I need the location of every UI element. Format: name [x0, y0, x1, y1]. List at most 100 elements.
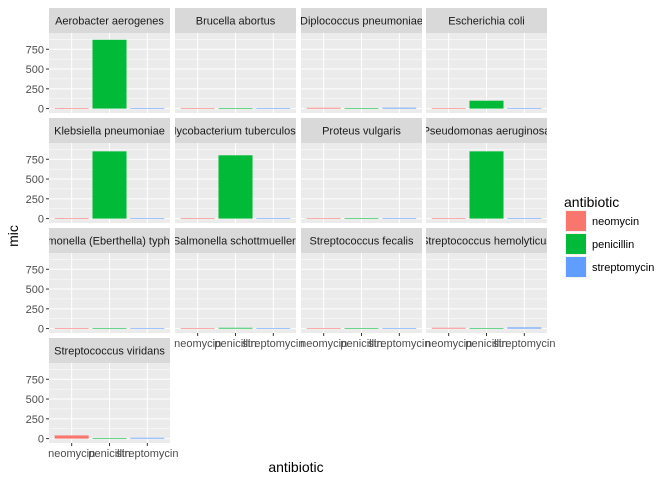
y-tick-label: 500 [26, 394, 44, 406]
panel-streptococcus-viridans: Streptococcus viridans 0 250 500 750 neomycin… [26, 338, 178, 460]
facet-strip-label: Streptococcus hemolyticus [421, 236, 552, 248]
x-tick-label: neomycin [425, 338, 472, 350]
bar-neomycin [54, 108, 89, 109]
facet-strip-label: Brucella abortus [196, 16, 276, 28]
y-tick-label: 750 [26, 264, 44, 276]
x-tick-label: streptomycin [116, 448, 178, 460]
bar-streptomycin [507, 218, 542, 219]
facet-strip [175, 118, 296, 143]
bar-penicillin [469, 328, 504, 329]
bar-penicillin [218, 108, 253, 109]
bar-streptomycin [507, 108, 542, 109]
y-tick-label: 500 [26, 174, 44, 186]
y-tick-label: 250 [26, 84, 44, 96]
bar-streptomycin [130, 437, 165, 439]
facet-strip [175, 8, 296, 33]
x-tick-label: streptomycin [242, 338, 304, 350]
bar-neomycin [180, 108, 215, 109]
bar-penicillin [92, 438, 127, 439]
bar-neomycin [431, 327, 466, 329]
facet-strip-label: Salmonella schottmuelleri [173, 236, 298, 248]
bar-penicillin [92, 39, 127, 109]
x-tick-label: penicillin [214, 338, 256, 350]
bar-streptomycin [382, 107, 417, 109]
bar-streptomycin [130, 328, 165, 329]
y-tick-label: 0 [38, 434, 44, 446]
bar-penicillin [92, 151, 127, 219]
y-tick-label: 0 [38, 104, 44, 116]
legend-swatch-neomycin [566, 211, 586, 231]
bar-penicillin [469, 151, 504, 219]
panels-layer: Aerobacter aerogenes 0 250 500 750 Brucella a… [26, 8, 555, 460]
facet-strip [49, 8, 170, 33]
y-tick-label: 250 [26, 194, 44, 206]
bar-penicillin [218, 327, 253, 329]
bar-neomycin [431, 218, 466, 219]
bar-neomycin [180, 218, 215, 219]
panel-mycobacterium-tuberculosis: Mycobacterium tuberculosis [167, 118, 304, 223]
facet-strip [426, 228, 547, 253]
x-tick-label: neomycin [300, 338, 347, 350]
facet-strip-label: Escherichia coli [448, 16, 524, 28]
panel-proteus-vulgaris: Proteus vulgaris [301, 118, 422, 223]
y-tick-label: 500 [26, 64, 44, 76]
bar-penicillin [469, 100, 504, 109]
bar-neomycin [54, 218, 89, 219]
x-tick-label: penicillin [340, 338, 382, 350]
facet-strip-label: Streptococcus fecalis [310, 236, 414, 248]
facet-strip [49, 118, 170, 143]
bar-neomycin [306, 107, 341, 109]
y-tick-label: 750 [26, 154, 44, 166]
panel-escherichia-coli: Escherichia coli [426, 8, 547, 113]
facet-strip-label: Pseudomonas aeruginosa [423, 126, 552, 138]
facet-strip [426, 8, 547, 33]
bar-streptomycin [256, 108, 291, 109]
bar-penicillin [344, 328, 379, 329]
y-tick-label: 500 [26, 284, 44, 296]
bar-penicillin [344, 218, 379, 219]
x-tick-label: penicillin [465, 338, 507, 350]
x-tick-label: neomycin [174, 338, 221, 350]
bar-neomycin [180, 328, 215, 329]
bar-streptomycin [382, 218, 417, 219]
panel-streptococcus-hemolyticus: Streptococcus hemolyticus neomycinpenicil… [421, 228, 555, 350]
bar-penicillin [218, 155, 253, 219]
x-tick-label: streptomycin [368, 338, 430, 350]
bar-neomycin [54, 435, 89, 439]
y-tick-label: 0 [38, 214, 44, 226]
bar-streptomycin [256, 218, 291, 219]
y-tick-label: 750 [26, 374, 44, 386]
bar-streptomycin [507, 327, 542, 329]
bar-penicillin [92, 328, 127, 329]
x-axis-title: antibiotic [268, 459, 323, 475]
facet-strip-label: Streptococcus viridans [54, 346, 165, 358]
panel-salmonella-eberthella-typhosa: Salmonella (Eberthella) typhosa 0 250 500 75… [26, 228, 189, 336]
facet-strip-label: Proteus vulgaris [322, 126, 401, 138]
x-tick-label: neomycin [48, 448, 95, 460]
y-tick-label: 250 [26, 414, 44, 426]
facet-strip [49, 338, 170, 363]
bar-neomycin [431, 108, 466, 109]
legend-swatch-streptomycin [566, 257, 586, 277]
facet-strip [301, 228, 422, 253]
y-tick-label: 750 [26, 44, 44, 56]
legend-label-penicillin: penicillin [592, 239, 634, 251]
y-tick-label: 250 [26, 304, 44, 316]
x-tick-label: streptomycin [493, 338, 555, 350]
facet-strip-label: Salmonella (Eberthella) typhosa [32, 236, 189, 248]
y-tick-label: 0 [38, 324, 44, 336]
panel-klebsiella-pneumoniae: Klebsiella pneumoniae 0 250 500 750 [26, 118, 170, 226]
facet-strip [301, 118, 422, 143]
bar-penicillin [344, 108, 379, 109]
facet-strip-label: Aerobacter aerogenes [55, 16, 164, 28]
panel-brucella-abortus: Brucella abortus [175, 8, 296, 113]
facet-strip-label: Klebsiella pneumoniae [54, 126, 165, 138]
legend-swatch-penicillin [566, 234, 586, 254]
legend: antibiotic neomycin penicillin streptomyci… [564, 194, 654, 278]
facet-strip-label: Mycobacterium tuberculosis [167, 126, 304, 138]
legend-label-neomycin: neomycin [592, 216, 639, 228]
bar-neomycin [54, 328, 89, 329]
legend-label-streptomycin: streptomycin [592, 262, 654, 274]
panel-aerobacter-aerogenes: Aerobacter aerogenes 0 250 500 750 [26, 8, 170, 116]
